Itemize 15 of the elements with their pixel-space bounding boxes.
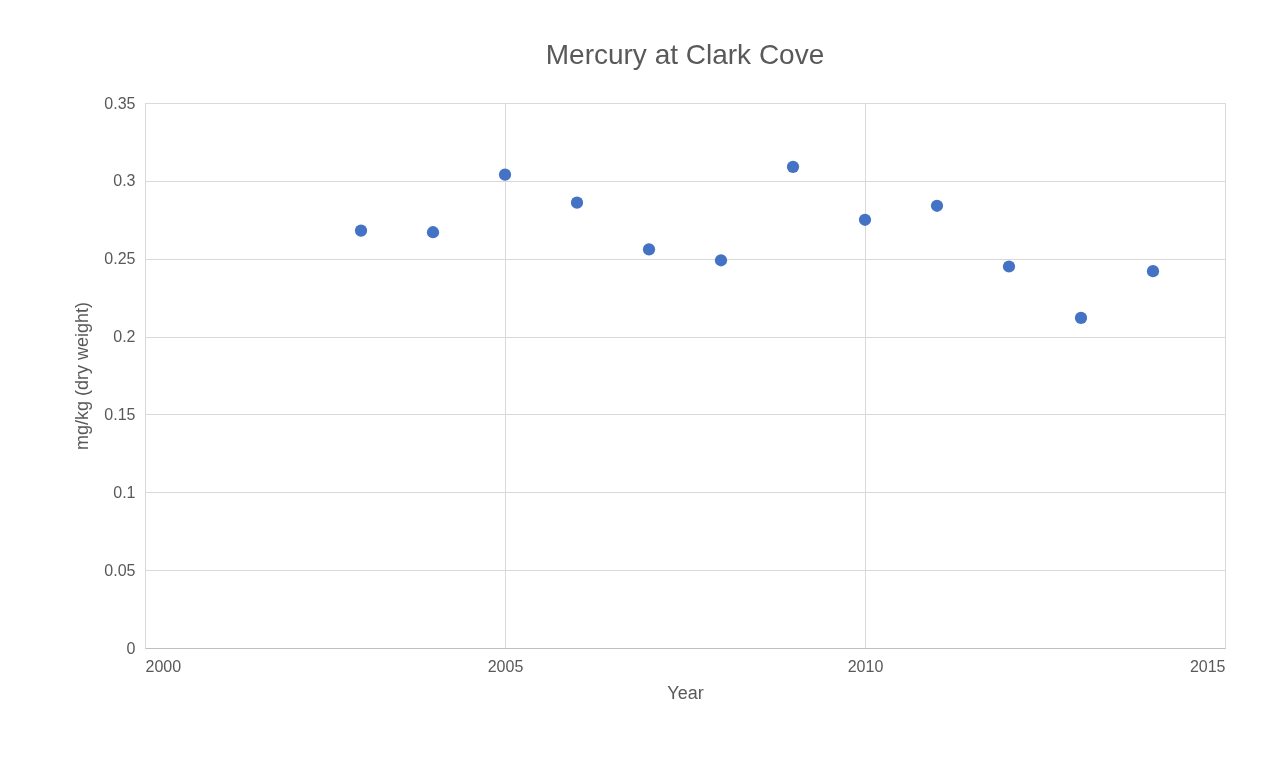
x-tick-label: 2010 [847,657,884,675]
x-tick-label: 2000 [145,657,182,675]
x-axis-title: Year [667,682,704,703]
y-tick-label: 0.05 [104,561,136,579]
x-tick-label: 2015 [1189,657,1226,675]
y-tick-label: 0.15 [104,405,136,423]
x-tick-label: 2005 [487,657,524,675]
y-tick-label: 0.2 [113,328,136,346]
y-tick-label: 0.35 [104,94,136,112]
y-tick-label: 0.3 [113,172,136,190]
y-tick-label: 0.25 [104,250,136,268]
chart-title: Mercury at Clark Cove [545,39,825,70]
y-axis-title: mg/kg (dry weight) [72,301,93,451]
y-tick-label: 0.1 [113,483,136,501]
y-tick-label: 0 [126,639,136,657]
